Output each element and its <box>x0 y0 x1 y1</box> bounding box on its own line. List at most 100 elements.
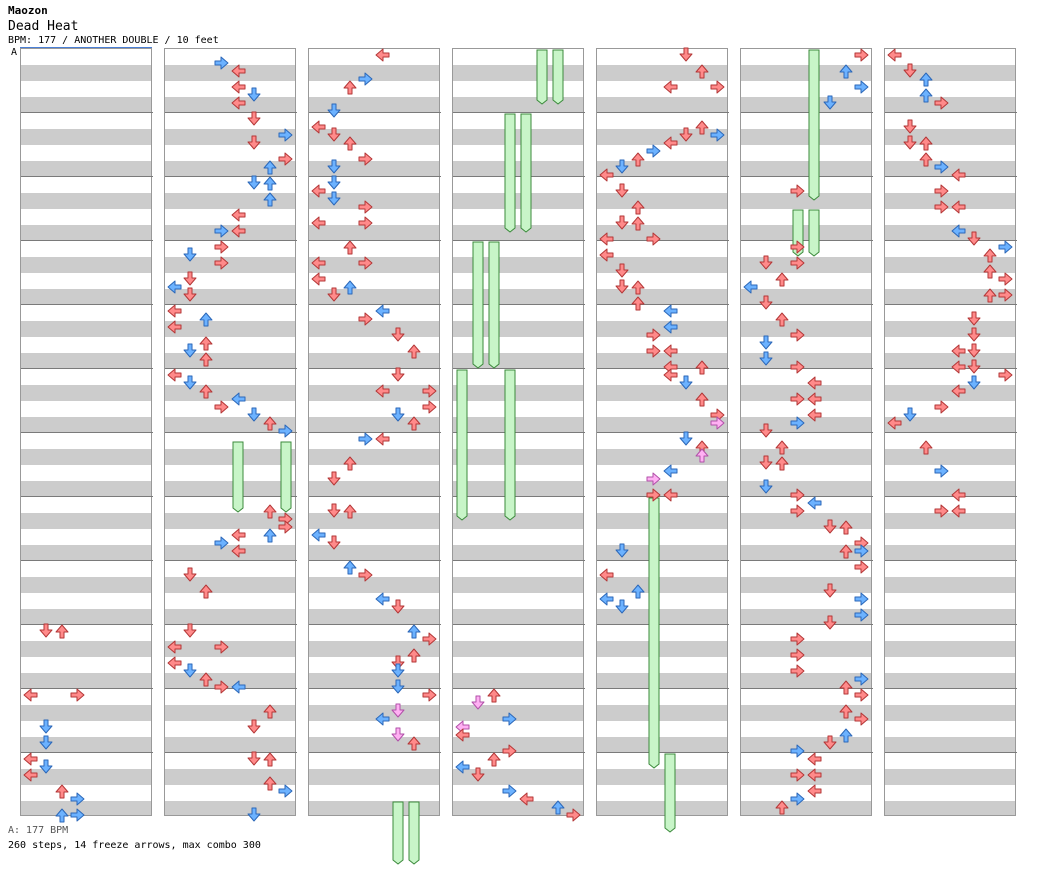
up-arrow-icon <box>774 271 790 287</box>
down-arrow-icon <box>966 311 982 327</box>
right-arrow-icon <box>998 367 1014 383</box>
up-arrow-icon <box>406 735 422 751</box>
chart-column-1 <box>20 48 152 816</box>
freeze-body <box>665 754 675 832</box>
step-chart <box>0 0 1040 876</box>
measure-line <box>597 688 729 689</box>
right-arrow-icon <box>710 127 726 143</box>
right-arrow-icon <box>854 559 870 575</box>
right-arrow-icon <box>502 711 518 727</box>
freeze-body <box>809 210 819 256</box>
measure-line <box>453 624 585 625</box>
freeze-body <box>489 242 499 368</box>
measure-line <box>309 496 441 497</box>
up-arrow-icon <box>486 687 502 703</box>
up-arrow-icon <box>918 151 934 167</box>
up-arrow-icon <box>342 239 358 255</box>
right-arrow-icon <box>214 679 230 695</box>
up-arrow-icon <box>982 263 998 279</box>
right-arrow-icon <box>358 431 374 447</box>
down-arrow-icon <box>614 159 630 175</box>
right-arrow-icon <box>502 783 518 799</box>
down-arrow-icon <box>758 455 774 471</box>
measure-line <box>21 304 153 305</box>
right-arrow-icon <box>790 239 806 255</box>
up-arrow-icon <box>262 503 278 519</box>
left-arrow-icon <box>454 759 470 775</box>
down-arrow-icon <box>246 111 262 127</box>
down-arrow-icon <box>38 719 54 735</box>
left-arrow-icon <box>166 639 182 655</box>
chart-column-7 <box>884 48 1016 816</box>
measure-line <box>885 304 1017 305</box>
left-arrow-icon <box>598 167 614 183</box>
up-arrow-icon <box>262 191 278 207</box>
up-arrow-icon <box>838 703 854 719</box>
freeze-body <box>553 50 563 104</box>
down-arrow-icon <box>822 615 838 631</box>
left-arrow-icon <box>598 231 614 247</box>
right-arrow-icon <box>646 471 662 487</box>
up-arrow-icon <box>918 71 934 87</box>
down-arrow-icon <box>246 175 262 191</box>
down-arrow-icon <box>614 599 630 615</box>
down-arrow-icon <box>182 567 198 583</box>
up-arrow-icon <box>262 751 278 767</box>
up-arrow-icon <box>630 215 646 231</box>
measure-line <box>309 240 441 241</box>
right-arrow-icon <box>790 487 806 503</box>
right-arrow-icon <box>790 791 806 807</box>
measure-line <box>309 368 441 369</box>
bpm-marker: A <box>11 48 17 58</box>
left-arrow-icon <box>518 791 534 807</box>
up-arrow-icon <box>838 519 854 535</box>
left-arrow-icon <box>662 319 678 335</box>
down-arrow-icon <box>182 287 198 303</box>
right-arrow-icon <box>710 79 726 95</box>
left-arrow-icon <box>230 527 246 543</box>
up-arrow-icon <box>694 391 710 407</box>
left-arrow-icon <box>662 463 678 479</box>
measure-line <box>597 240 729 241</box>
freeze-arrow <box>662 752 678 832</box>
freeze-arrow <box>406 800 422 864</box>
down-arrow-icon <box>326 471 342 487</box>
left-arrow-icon <box>454 727 470 743</box>
down-arrow-icon <box>246 407 262 423</box>
down-arrow-icon <box>246 807 262 823</box>
measure-line <box>885 688 1017 689</box>
down-arrow-icon <box>182 343 198 359</box>
right-arrow-icon <box>854 591 870 607</box>
measure-line <box>885 624 1017 625</box>
up-arrow-icon <box>406 343 422 359</box>
freeze-body <box>505 370 515 520</box>
left-arrow-icon <box>310 119 326 135</box>
up-arrow-icon <box>262 527 278 543</box>
up-arrow-icon <box>406 415 422 431</box>
up-arrow-icon <box>198 335 214 351</box>
left-arrow-icon <box>886 47 902 63</box>
left-arrow-icon <box>230 63 246 79</box>
bpm-legend: A: 177 BPM <box>8 825 68 836</box>
up-arrow-icon <box>198 383 214 399</box>
freeze-body <box>281 442 291 512</box>
down-arrow-icon <box>902 63 918 79</box>
down-arrow-icon <box>326 191 342 207</box>
right-arrow-icon <box>790 183 806 199</box>
up-arrow-icon <box>694 359 710 375</box>
up-arrow-icon <box>198 351 214 367</box>
measure-line <box>21 752 153 753</box>
right-arrow-icon <box>934 159 950 175</box>
up-arrow-icon <box>198 311 214 327</box>
down-arrow-icon <box>246 135 262 151</box>
left-arrow-icon <box>950 487 966 503</box>
left-arrow-icon <box>886 415 902 431</box>
right-arrow-icon <box>70 807 86 823</box>
freeze-arrow <box>390 800 406 864</box>
up-arrow-icon <box>342 559 358 575</box>
down-arrow-icon <box>614 215 630 231</box>
right-arrow-icon <box>278 423 294 439</box>
up-arrow-icon <box>918 135 934 151</box>
measure-line <box>453 496 585 497</box>
up-arrow-icon <box>982 247 998 263</box>
